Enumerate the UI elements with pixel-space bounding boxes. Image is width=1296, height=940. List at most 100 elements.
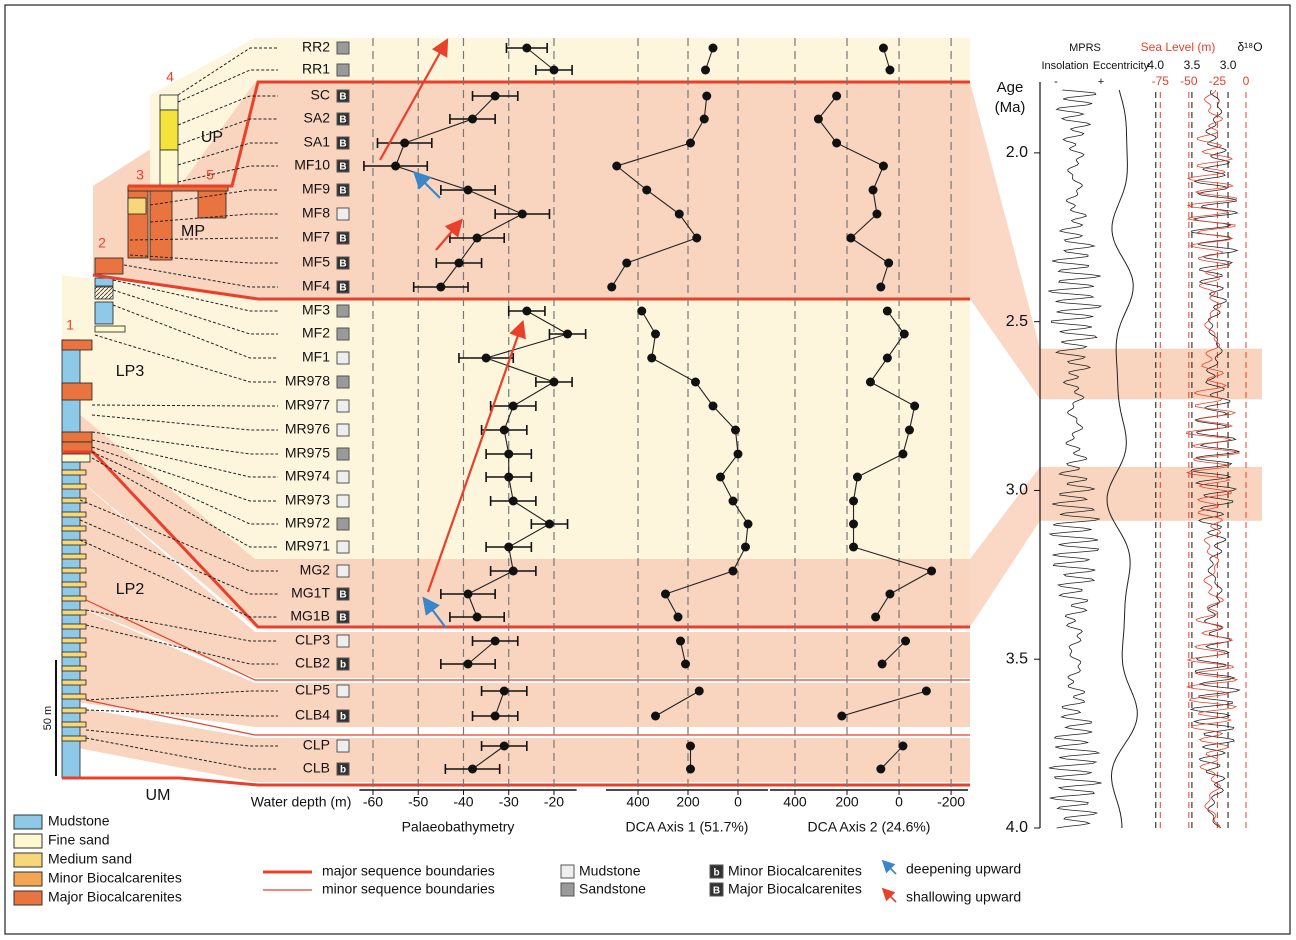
legend-label: Major Biocalcarenites [728,881,862,897]
legend-label: minor sequence boundaries [322,881,495,897]
x-tick-label: -60 [363,794,383,810]
data-point [509,567,518,576]
data-point [846,234,855,243]
data-point [468,115,477,124]
data-point [871,613,880,622]
data-point [922,687,931,696]
y-tick-label: 2.0 [1006,144,1028,161]
band-connector [970,82,1040,399]
sequence-number: 1 [66,317,74,333]
x-tick-label: 0 [895,794,903,810]
x-tick-label: 400 [783,794,807,810]
legend-symbol: b [713,868,719,879]
lithology-block [150,186,172,260]
data-point [853,473,862,482]
facies-box [337,685,349,697]
data-point [504,543,513,552]
data-point [545,520,554,529]
facies-symbol: b [340,765,346,776]
sample-label: MF7 [302,229,330,245]
curve-title: - [1054,76,1058,88]
lithology-block [62,694,86,699]
sample-label: SA2 [304,110,331,126]
sequence-number: 3 [136,167,144,183]
facies-box [337,328,349,340]
lithology-block [62,596,86,601]
y-axis-title: (Ma) [995,99,1026,116]
data-point [701,66,710,75]
unit-label: MP [181,223,205,240]
legend-arrow [884,862,896,874]
x-tick-label: -200 [937,794,965,810]
data-point [642,186,651,195]
band [255,38,970,82]
data-point [686,765,695,774]
unit-label: UM [146,787,171,804]
legend-symbol: B [713,886,720,897]
lithology-block [62,526,86,531]
panel-title: DCA Axis 1 (51.7%) [626,819,749,835]
x-tick-label: -75 [1152,74,1170,88]
data-point [491,637,500,646]
data-point [468,765,477,774]
facies-box [337,541,349,553]
legend-label: major sequence boundaries [322,863,495,879]
unit-label: LP3 [116,363,145,380]
facies-symbol: b [340,712,346,723]
facies-box [337,305,349,317]
data-point [876,283,885,292]
data-point [661,590,670,599]
data-point [876,765,885,774]
data-point [522,307,531,316]
x-tick-label: 200 [835,794,859,810]
data-point [731,426,740,435]
data-point [509,402,518,411]
lithology-block [62,722,86,727]
sample-label: MF10 [294,157,330,173]
data-point [869,186,878,195]
lithology-block [95,258,123,274]
facies-symbol: B [339,162,346,173]
facies-box [337,208,349,220]
data-point [832,139,841,148]
data-point [464,590,473,599]
curve-title: Insolation [1041,60,1088,72]
legend-label: Major Biocalcarenites [48,889,182,905]
legend-label: shallowing upward [906,889,1021,905]
data-point [675,210,684,219]
data-point [400,139,409,148]
x-tick-label: 0 [1243,74,1250,88]
sample-label: MR977 [285,397,330,413]
legend-swatch [14,891,42,905]
data-point [700,115,709,124]
data-point [849,520,858,529]
sea-level-curve [1191,90,1239,828]
legend-label: deepening upward [906,861,1021,877]
data-point [866,378,875,387]
sequence-number: 4 [166,69,174,85]
curve-title: MPRS [1069,42,1101,54]
lithology-block [62,470,86,475]
facies-symbol: B [339,139,346,150]
data-point [674,613,683,622]
x-tick-label: 3.5 [1184,58,1201,72]
lithology-block [95,302,113,324]
legend-label: Mudstone [48,813,110,829]
lithology-block [62,708,86,713]
legend-label: Minor Biocalcarenites [48,870,182,886]
x-tick-label: 0 [734,794,742,810]
data-point [473,234,482,243]
lithology-block [95,326,125,332]
facies-symbol: B [339,115,346,126]
sample-label: MR975 [285,445,330,461]
legend-swatch [14,815,42,829]
x-tick-label: -20 [544,794,564,810]
lithology-block [62,454,90,462]
data-point [734,450,743,459]
unit-label: UP [201,129,223,146]
band [255,632,970,678]
band [255,738,970,782]
sample-label: CLP [303,737,330,753]
sample-label: MF4 [302,278,330,294]
data-point [900,330,909,339]
